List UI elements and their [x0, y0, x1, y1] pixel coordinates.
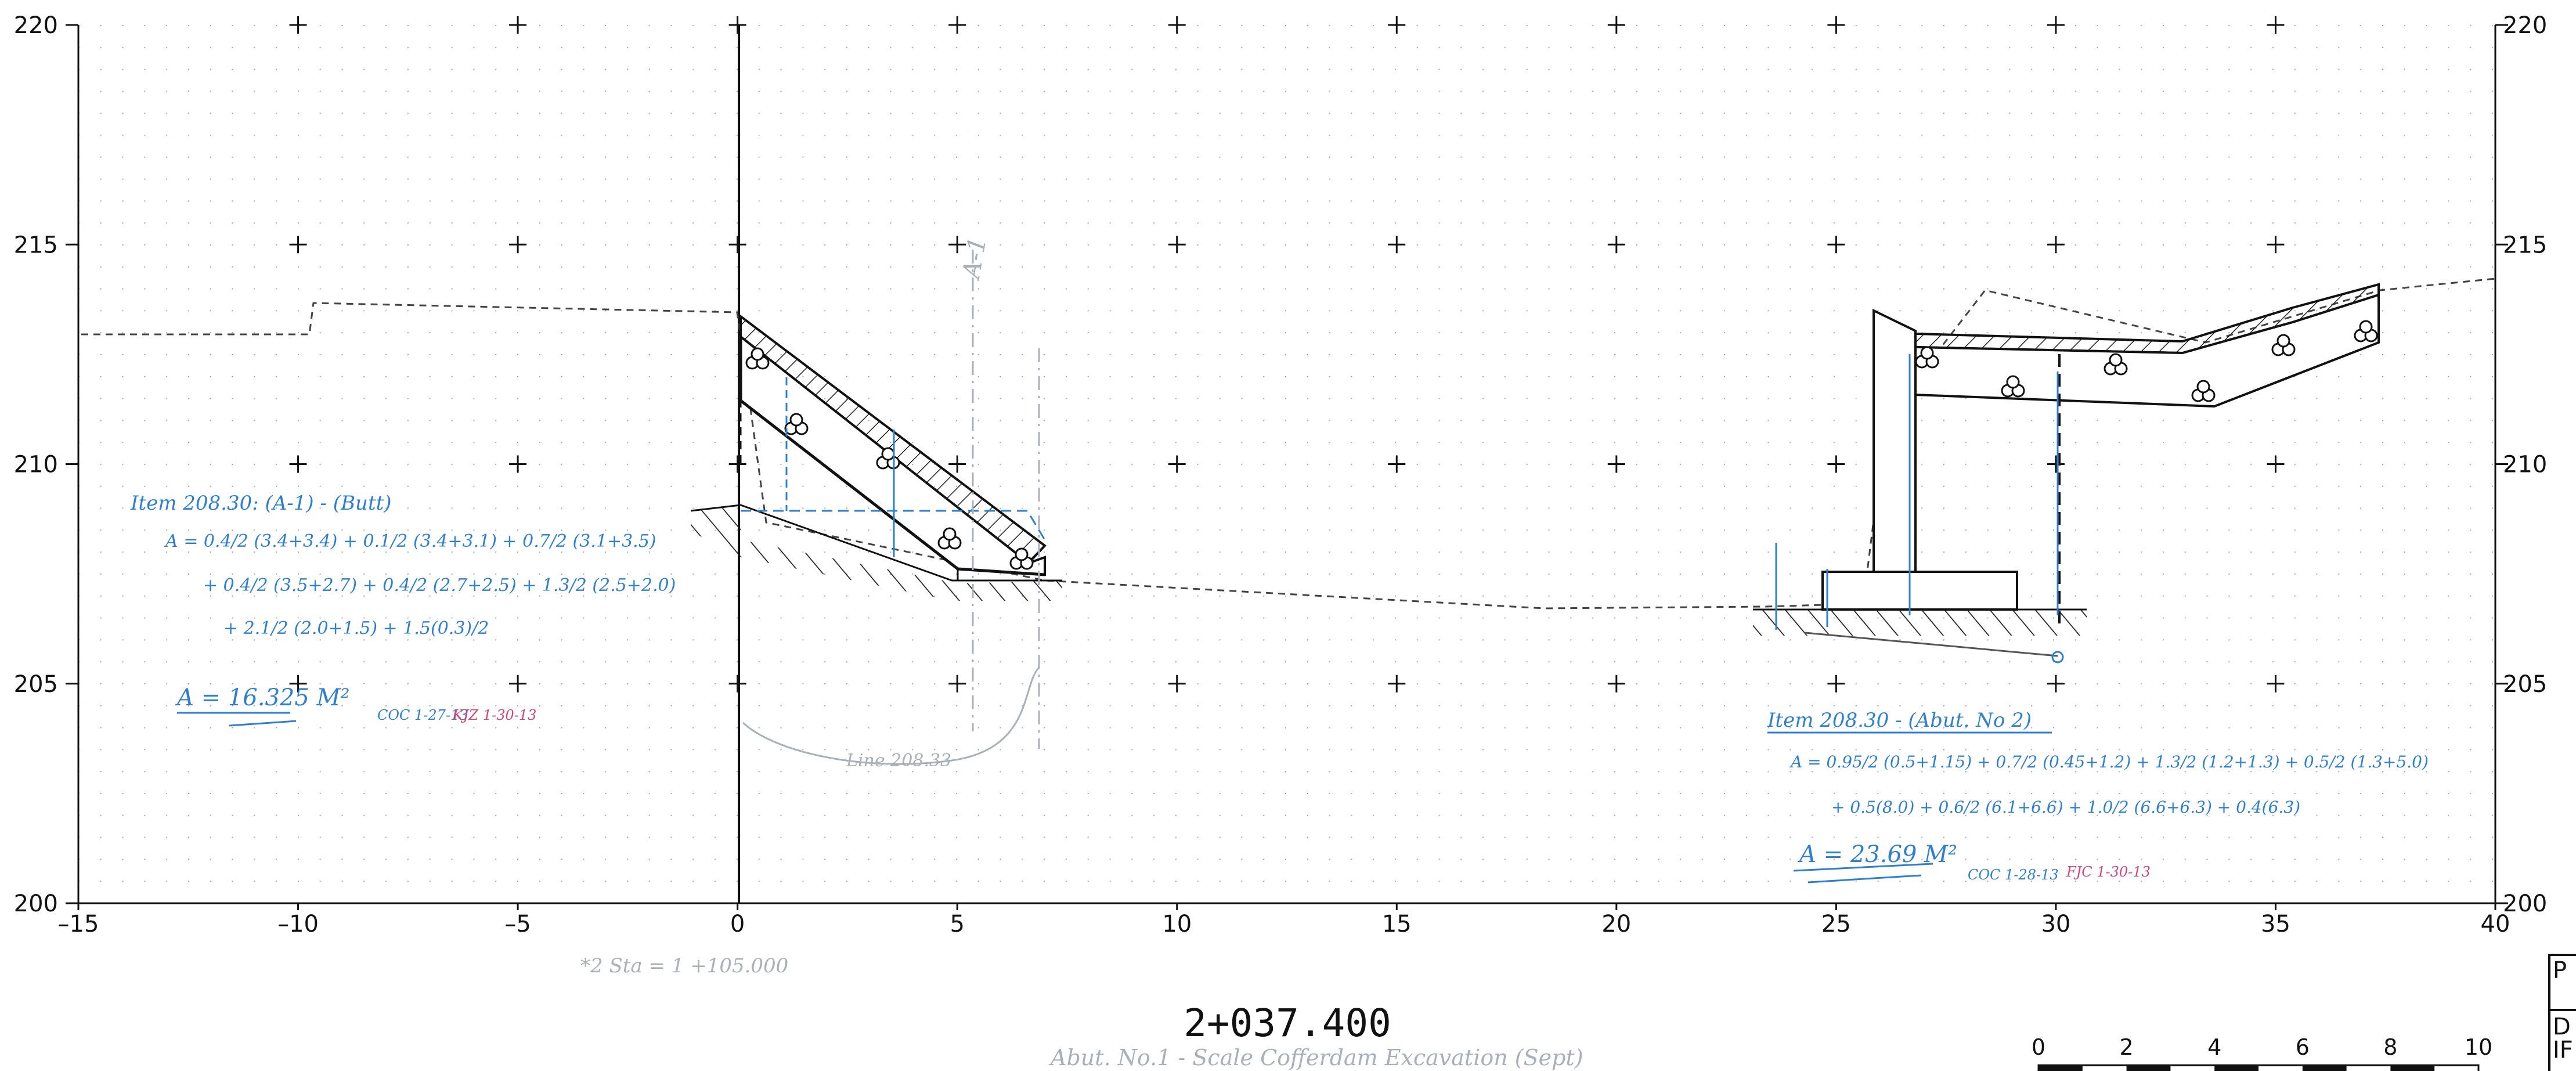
scale-bar-label: 4 — [2207, 1034, 2221, 1060]
scale-bar-block — [2039, 1065, 2083, 1071]
y-tick-label-right: 220 — [2503, 12, 2547, 39]
y-tick-label-left: 210 — [14, 452, 58, 478]
left-calc-check-blue: COC 1-27-13 — [377, 707, 468, 723]
title-block: P D IF — [2548, 954, 2576, 1071]
right-calc-check-pink: FJC 1-30-13 — [2066, 864, 2151, 880]
x-tick-label: –10 — [277, 911, 319, 937]
left-calc-check-pink: KJZ 1-30-13 — [452, 707, 536, 723]
y-tick-label-left: 215 — [14, 232, 58, 258]
x-axis-labels: –15 –10 –5 0 5 10 15 20 25 30 35 40 — [58, 911, 2510, 937]
pencil-markup-lines — [742, 250, 1040, 765]
title-block-cell-3: IF — [2553, 1037, 2573, 1063]
right-area-calculation: Item 208.30 - (Abut. No 2) A = 0.95/2 (0… — [1767, 709, 2429, 884]
abutment-2-footing — [1821, 571, 2018, 611]
title-block-cell-2: D — [2553, 1014, 2571, 1040]
title-block-cell-1: P — [2553, 957, 2567, 984]
x-tick-label: 0 — [730, 911, 745, 937]
x-tick-label: 5 — [950, 911, 964, 937]
y-tick-label-left: 200 — [14, 890, 58, 917]
y-tick-label-left: 205 — [14, 671, 58, 698]
x-tick-label: 15 — [1382, 911, 1412, 937]
right-calc-line-2: + 0.5(8.0) + 0.6/2 (6.1+6.6) + 1.0/2 (6.… — [1831, 798, 2300, 817]
grid-plus-marks — [289, 16, 2285, 693]
y-tick-label-right: 205 — [2503, 671, 2547, 698]
left-area-calculation: Item 208.30: (A-1) - (Butt) A = 0.4/2 (3… — [130, 492, 676, 727]
scale-bar-label: 6 — [2296, 1034, 2310, 1060]
y-tick-label-left: 220 — [14, 12, 58, 39]
y-tick-label-right: 210 — [2503, 452, 2547, 478]
scale-bar-block — [2214, 1065, 2258, 1071]
x-tick-label: 35 — [2261, 911, 2290, 937]
left-calc-line-3: + 2.1/2 (2.0+1.5) + 1.5(0.3)/2 — [223, 618, 489, 639]
abutment-2-deck — [1914, 293, 2380, 408]
abutment-2-ground-hatch — [1753, 610, 2087, 636]
x-tick-label: 25 — [1821, 911, 1851, 937]
left-calc-line-2: + 0.4/2 (3.5+2.7) + 0.4/2 (2.7+2.5) + 1.… — [203, 575, 676, 596]
y-tick-label-right: 200 — [2503, 890, 2547, 917]
x-tick-label: 10 — [1162, 911, 1192, 937]
pencil-leader-label: Line 208.33 — [846, 751, 951, 771]
right-calc-line-1: A = 0.95/2 (0.5+1.15) + 0.7/2 (0.45+1.2)… — [1789, 752, 2429, 771]
x-tick-label: –15 — [58, 911, 99, 937]
abutment-1-ground-hatch — [691, 505, 1062, 601]
y-axis-labels-right: 220 215 210 205 200 — [2503, 12, 2547, 917]
scale-bar-label: 10 — [2465, 1034, 2492, 1060]
abutment-2 — [1753, 283, 2380, 663]
x-tick-label: 20 — [1601, 911, 1631, 937]
left-calc-line-1: A = 0.4/2 (3.4+3.4) + 0.1/2 (3.4+3.1) + … — [164, 531, 656, 551]
scale-bar: 0 2 4 6 8 10 — [2032, 1034, 2492, 1071]
scale-bar-block — [2390, 1065, 2435, 1071]
abutment-1 — [690, 313, 1062, 601]
scale-bar-label: 2 — [2120, 1034, 2134, 1060]
scale-bar-block — [2126, 1065, 2171, 1071]
scale-bar-label: 0 — [2032, 1034, 2045, 1060]
scale-bar-block — [2302, 1065, 2347, 1071]
pencil-station-note: *2 Sta = 1 +105.000 — [580, 954, 788, 978]
grid-area — [66, 16, 2508, 910]
pencil-subtitle: Abut. No.1 - Scale Cofferdam Excavation … — [1049, 1045, 1583, 1070]
y-tick-label-right: 215 — [2503, 232, 2547, 258]
x-tick-label: –5 — [504, 911, 531, 937]
y-axis-labels-left: 220 215 210 205 200 — [14, 12, 58, 917]
x-tick-label: 30 — [2041, 911, 2070, 937]
right-calc-check-blue: COC 1-28-13 — [1968, 867, 2059, 883]
x-tick-marks — [77, 903, 2496, 910]
right-calc-heading: Item 208.30 - (Abut. No 2) — [1767, 709, 2032, 732]
existing-ground-line — [81, 277, 2496, 610]
scale-bar-label: 8 — [2383, 1034, 2397, 1060]
y-tick-marks — [66, 24, 2508, 904]
x-tick-label: 40 — [2481, 911, 2510, 937]
left-calc-result: A = 16.325 M² — [175, 684, 350, 711]
blue-markup-lines — [741, 354, 2059, 630]
right-calc-result: A = 23.69 M² — [1797, 841, 1957, 868]
left-calc-heading: Item 208.30: (A-1) - (Butt) — [130, 492, 392, 515]
station-label: 2+037.400 — [1184, 1001, 1391, 1045]
